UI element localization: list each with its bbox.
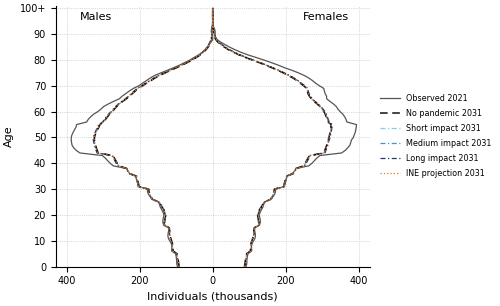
Legend: Observed 2021, No pandemic 2031, Short impact 2031, Medium impact 2031, Long imp: Observed 2021, No pandemic 2031, Short i… <box>376 91 495 181</box>
X-axis label: Individuals (thousands): Individuals (thousands) <box>148 292 278 302</box>
Text: Females: Females <box>302 12 349 22</box>
Text: Males: Males <box>80 12 112 22</box>
Y-axis label: Age: Age <box>4 125 14 147</box>
